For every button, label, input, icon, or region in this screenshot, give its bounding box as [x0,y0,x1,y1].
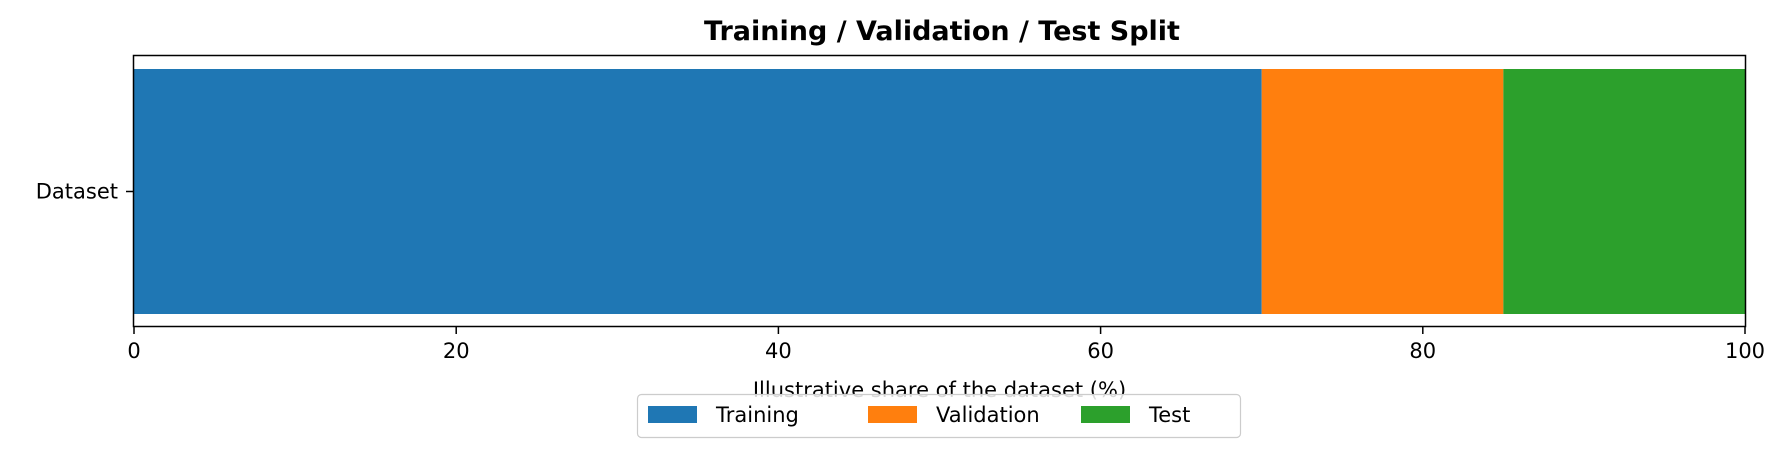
x-tick-label: 60 [1087,339,1114,363]
legend-label-test: Test [1148,403,1190,427]
chart-title: Training / Validation / Test Split [704,16,1180,47]
x-axis-ticks: 0 20 40 60 80 100 [127,326,1765,363]
legend: Training Validation Test [636,393,1242,439]
legend-label-validation: Validation [936,403,1040,427]
x-tick-label: 20 [443,339,470,363]
x-tick-label: 100 [1725,339,1765,363]
legend-swatch-training [648,406,697,423]
bar-segment-test [1503,69,1745,314]
x-tick-label: 0 [127,339,140,363]
legend-swatch-validation [868,406,917,423]
legend-swatch-test [1081,406,1130,423]
x-tick-label: 40 [765,339,792,363]
legend-label-training: Training [715,403,799,427]
bar-segment-validation [1261,69,1504,314]
bars-layer [134,69,1745,314]
x-tick-label: 80 [1409,339,1436,363]
legend-frame [636,393,1242,439]
bar-segment-training [134,69,1262,314]
y-axis-ticks: Dataset [36,180,134,204]
y-tick-label: Dataset [36,180,118,204]
